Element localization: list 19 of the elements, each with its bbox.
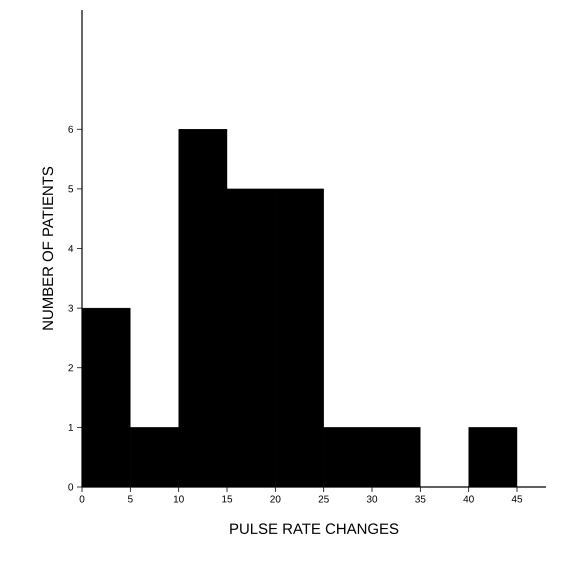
y-tick-label: 2	[68, 364, 73, 372]
x-tick-label: 30	[366, 496, 378, 503]
y-tick-label: 3	[68, 304, 74, 312]
x-tick-label: 5	[128, 496, 133, 502]
x-tick-label: 15	[222, 496, 232, 502]
y-tick-label: 5	[68, 185, 74, 192]
x-tick-label: 0	[80, 496, 84, 503]
y-axis-title: NUMBER OF PATIENTS	[42, 166, 54, 330]
y-tick-label: 0	[68, 483, 74, 491]
x-tick-label: 35	[415, 496, 426, 503]
x-tick-label: 25	[318, 496, 329, 503]
y-tick-label: 4	[68, 245, 74, 252]
x-tick-label: 20	[270, 496, 280, 503]
x-tick-label: 10	[174, 496, 184, 503]
x-tick-label: 40	[463, 496, 474, 503]
y-tick-label: 6	[68, 126, 74, 133]
x-tick-label: 45	[512, 496, 522, 502]
x-axis-title: PULSE RATE CHANGES	[230, 523, 398, 534]
y-tick-label: 1	[68, 424, 74, 431]
